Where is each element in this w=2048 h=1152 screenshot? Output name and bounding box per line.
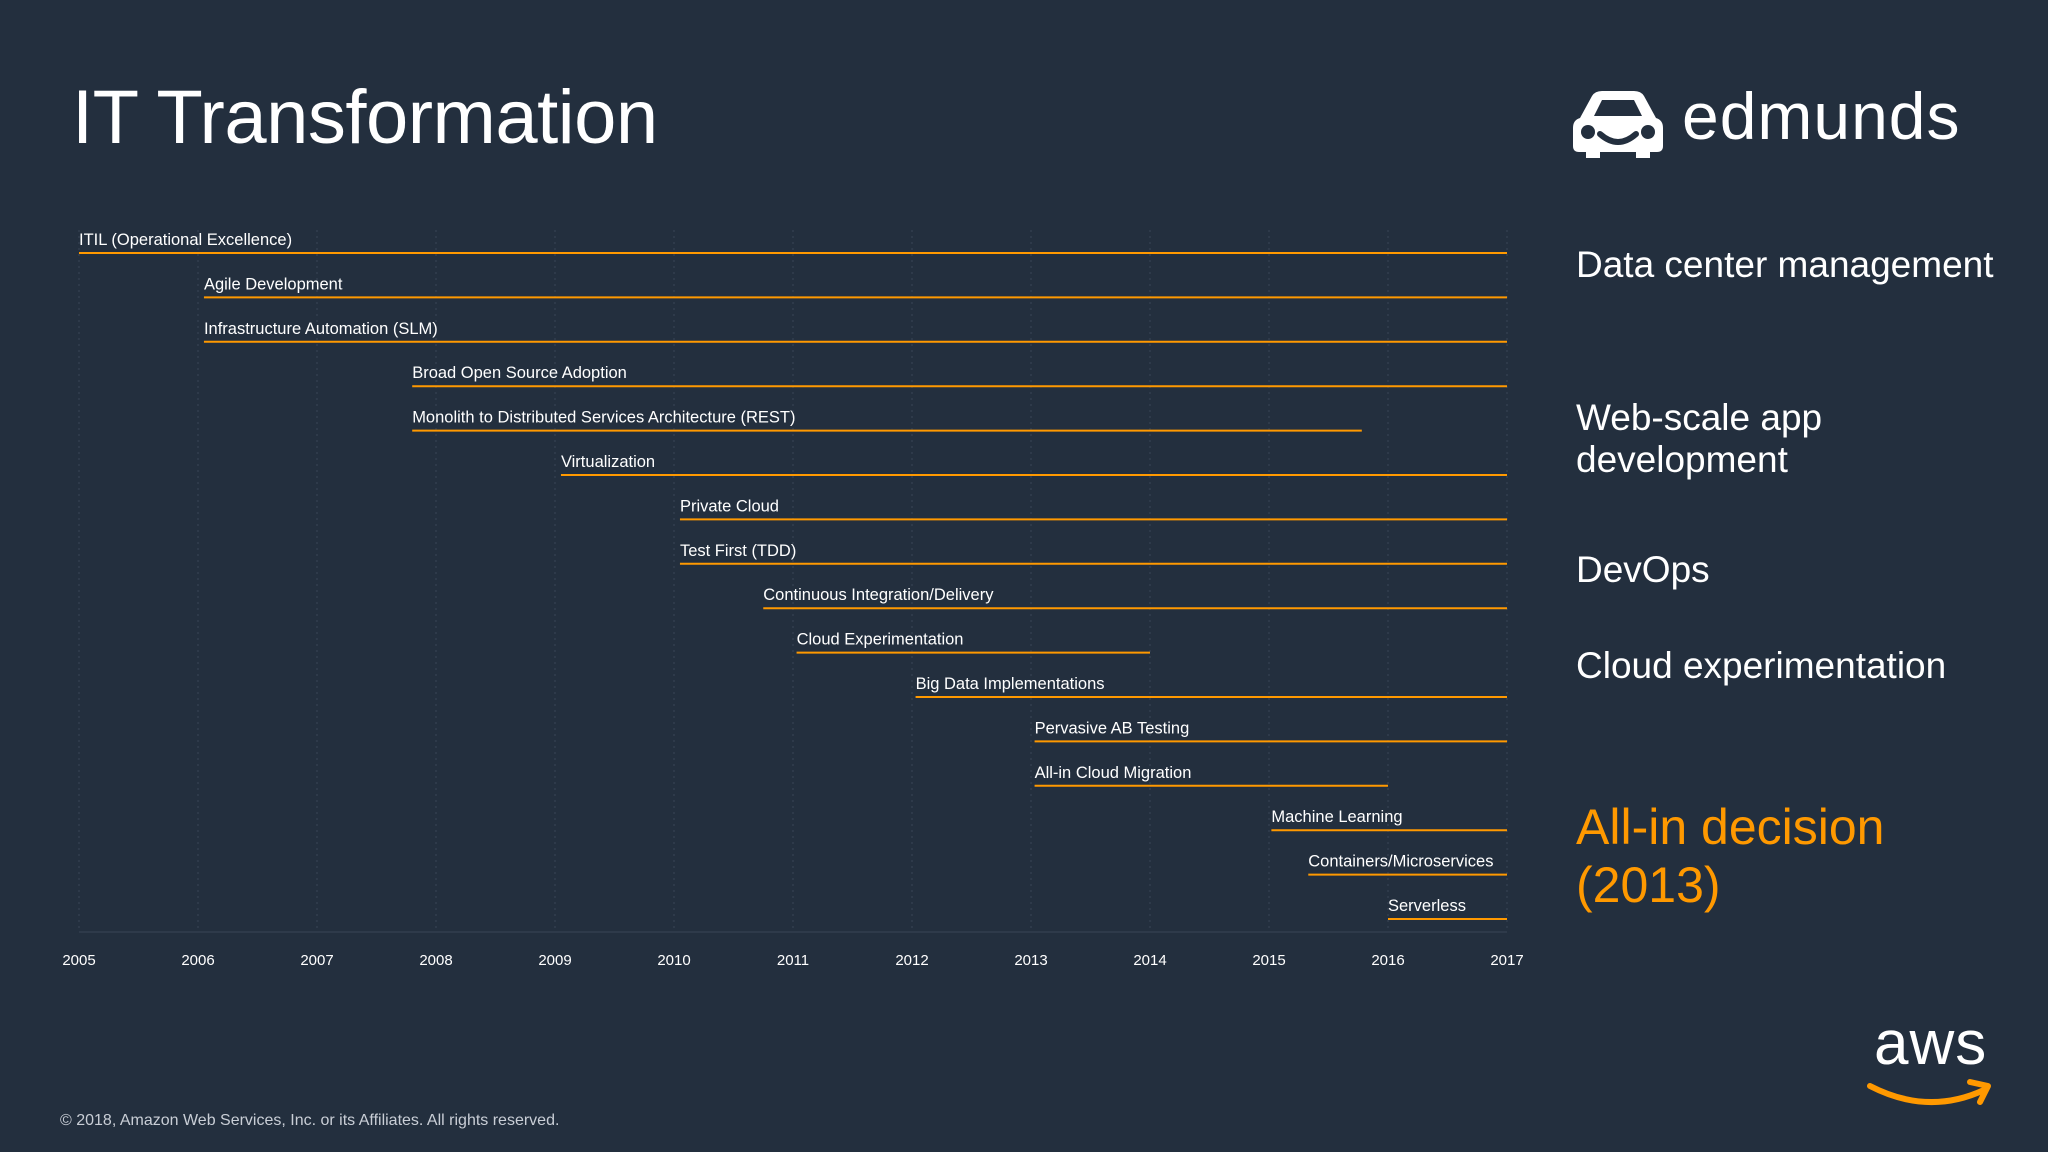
x-tick-label: 2012 <box>895 952 928 969</box>
timeline-bar-label: Test First (TDD) <box>680 542 796 560</box>
x-tick-label: 2008 <box>419 952 452 969</box>
side-label-all-in-decision: All-in decision (2013) <box>1576 799 1885 913</box>
timeline-bar-label: Big Data Implementations <box>916 675 1105 693</box>
side-label-cloud-experimentation: Cloud experimentation <box>1576 645 1947 686</box>
aws-wordmark: aws <box>1874 1009 1988 1078</box>
side-label-devops: DevOps <box>1576 549 1710 590</box>
aws-smile-icon <box>1867 1079 1991 1105</box>
x-tick-label: 2017 <box>1490 952 1523 969</box>
x-tick-label: 2009 <box>538 952 571 969</box>
edmunds-wordmark: edmunds <box>1682 79 1961 153</box>
x-tick-label: 2010 <box>657 952 690 969</box>
x-tick-label: 2014 <box>1133 952 1166 969</box>
timeline-bar-label: Containers/Microservices <box>1308 853 1493 871</box>
timeline-bar-label: Cloud Experimentation <box>797 631 964 649</box>
timeline-bar-label: Serverless <box>1388 897 1466 915</box>
aws-logo: aws <box>1864 1009 2004 1118</box>
x-tick-label: 2007 <box>300 952 333 969</box>
x-tick-label: 2015 <box>1252 952 1285 969</box>
car-face-icon <box>1573 91 1663 158</box>
timeline-bar-label: Private Cloud <box>680 497 779 515</box>
x-tick-label: 2011 <box>777 952 809 969</box>
timeline-bar-label: ITIL (Operational Excellence) <box>79 231 292 249</box>
timeline-bar-label: Continuous Integration/Delivery <box>763 586 994 604</box>
timeline-bar-label: Infrastructure Automation (SLM) <box>204 320 438 338</box>
x-tick-label: 2013 <box>1014 952 1047 969</box>
x-tick-label: 2016 <box>1371 952 1404 969</box>
timeline-bar-label: Agile Development <box>204 275 343 293</box>
timeline-bar-label: Broad Open Source Adoption <box>412 364 627 382</box>
x-tick-label: 2005 <box>62 952 95 969</box>
timeline-bar-label: All-in Cloud Migration <box>1035 764 1192 782</box>
slide-title: IT Transformation <box>72 75 658 160</box>
timeline-bar-label: Pervasive AB Testing <box>1035 719 1190 737</box>
edmunds-logo: edmunds <box>1570 79 1990 164</box>
timeline-bar-label: Virtualization <box>561 453 655 471</box>
timeline-bar-label: Machine Learning <box>1271 808 1402 826</box>
side-label-data-center: Data center management <box>1576 244 1994 285</box>
copyright-notice: © 2018, Amazon Web Services, Inc. or its… <box>60 1112 560 1129</box>
x-tick-label: 2006 <box>181 952 214 969</box>
side-label-web-scale: Web-scale app development <box>1576 397 1823 480</box>
timeline-bar-label: Monolith to Distributed Services Archite… <box>412 409 795 427</box>
